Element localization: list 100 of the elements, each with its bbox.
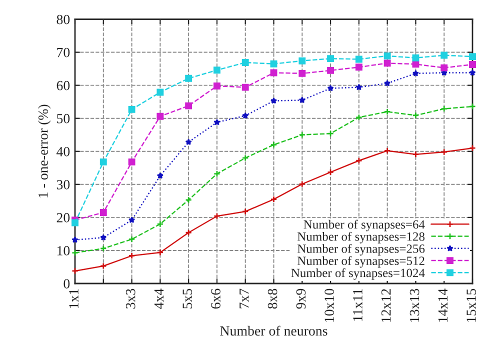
point: [185, 229, 192, 236]
point: [156, 172, 164, 179]
legend-label: Number of synapses=1024: [291, 268, 425, 280]
point: [156, 220, 164, 228]
point: [100, 245, 107, 252]
point: [440, 52, 448, 59]
point: [72, 219, 78, 226]
point: [298, 180, 306, 188]
point: [356, 84, 362, 90]
point: [440, 64, 448, 72]
point: [185, 74, 192, 82]
x-tick-label: 10x10: [324, 288, 334, 322]
x-tick-label: 11x11: [353, 289, 362, 321]
point: [412, 70, 420, 76]
legend-label: Number of synapses=256: [297, 244, 425, 256]
y-axis-title: 1 - one-error (%): [38, 104, 51, 198]
point: [72, 236, 78, 243]
point: [440, 105, 448, 112]
point: [384, 80, 391, 86]
x-tick-label: 5x5: [182, 288, 192, 308]
x-tick-label: 13x13: [410, 288, 420, 322]
point: [384, 52, 391, 60]
point: [384, 60, 391, 67]
y-tick-label: 80: [56, 14, 70, 24]
legend-label: Number of synapses=64: [304, 220, 425, 232]
point: [412, 60, 420, 68]
point: [355, 64, 362, 71]
point: [355, 56, 362, 63]
point: [213, 66, 220, 74]
point: [213, 170, 220, 178]
point: [242, 84, 249, 91]
point: [298, 57, 306, 64]
point: [100, 158, 107, 166]
point: [100, 262, 107, 270]
point: [327, 84, 334, 92]
x-tick-label: 12x12: [381, 289, 391, 322]
y-tick-label: 70: [57, 48, 70, 58]
point: [242, 59, 249, 66]
y-tick-label: 60: [56, 80, 70, 90]
point: [298, 70, 306, 77]
x-tick-label: 6x6: [211, 288, 220, 309]
point: [327, 168, 334, 176]
y-tick-label: 30: [56, 180, 70, 190]
y-tick-label: 20: [56, 213, 70, 222]
x-tick-label: 15x15: [466, 288, 476, 322]
point: [128, 252, 136, 260]
point: [270, 141, 278, 148]
point: [270, 97, 278, 104]
x-axis-title: Number of neurons: [220, 326, 328, 336]
point: [298, 131, 306, 138]
point: [213, 82, 220, 90]
point: [327, 130, 334, 138]
point: [327, 55, 334, 62]
x-tick-label: 1x1: [69, 289, 78, 308]
point: [270, 196, 278, 203]
point: [270, 69, 278, 76]
point: [384, 108, 391, 116]
point: [128, 216, 136, 224]
point: [185, 138, 192, 146]
point: [298, 96, 306, 104]
x-tick-label: 8x8: [268, 288, 278, 309]
point: [412, 112, 420, 119]
point: [355, 114, 362, 121]
point: [128, 236, 136, 243]
x-tick-label: 3x3: [126, 288, 136, 309]
y-tick-label: 40: [56, 146, 70, 156]
point: [72, 249, 78, 256]
point: [185, 102, 192, 110]
point: [156, 248, 164, 256]
legend-label: Number of synapses=512: [297, 256, 424, 268]
point: [128, 106, 136, 113]
point: [242, 112, 249, 119]
point: [100, 209, 107, 216]
point: [469, 69, 476, 76]
x-tick-label: 7x7: [240, 288, 249, 308]
point: [128, 158, 136, 166]
point: [185, 196, 192, 204]
point: [242, 154, 249, 162]
point: [214, 118, 220, 126]
point: [469, 53, 476, 60]
x-tick-label: 14x14: [438, 288, 448, 322]
point: [469, 102, 476, 110]
y-tick-label: 0: [64, 279, 70, 288]
point: [412, 150, 420, 158]
x-tick-label: 4x4: [154, 288, 164, 309]
point: [100, 234, 107, 241]
point: [213, 212, 220, 220]
x-tick-label: 9x9: [296, 288, 306, 309]
y-tick-label: 50: [57, 114, 70, 124]
point: [384, 147, 391, 154]
point: [327, 66, 334, 74]
point: [242, 208, 249, 215]
legend-label: Number of synapses=128: [297, 232, 425, 244]
y-tick-label: 10: [57, 246, 70, 256]
point: [440, 148, 448, 156]
point: [270, 60, 278, 68]
point: [156, 112, 164, 120]
point: [469, 61, 476, 68]
point: [412, 54, 420, 62]
point: [355, 157, 362, 164]
